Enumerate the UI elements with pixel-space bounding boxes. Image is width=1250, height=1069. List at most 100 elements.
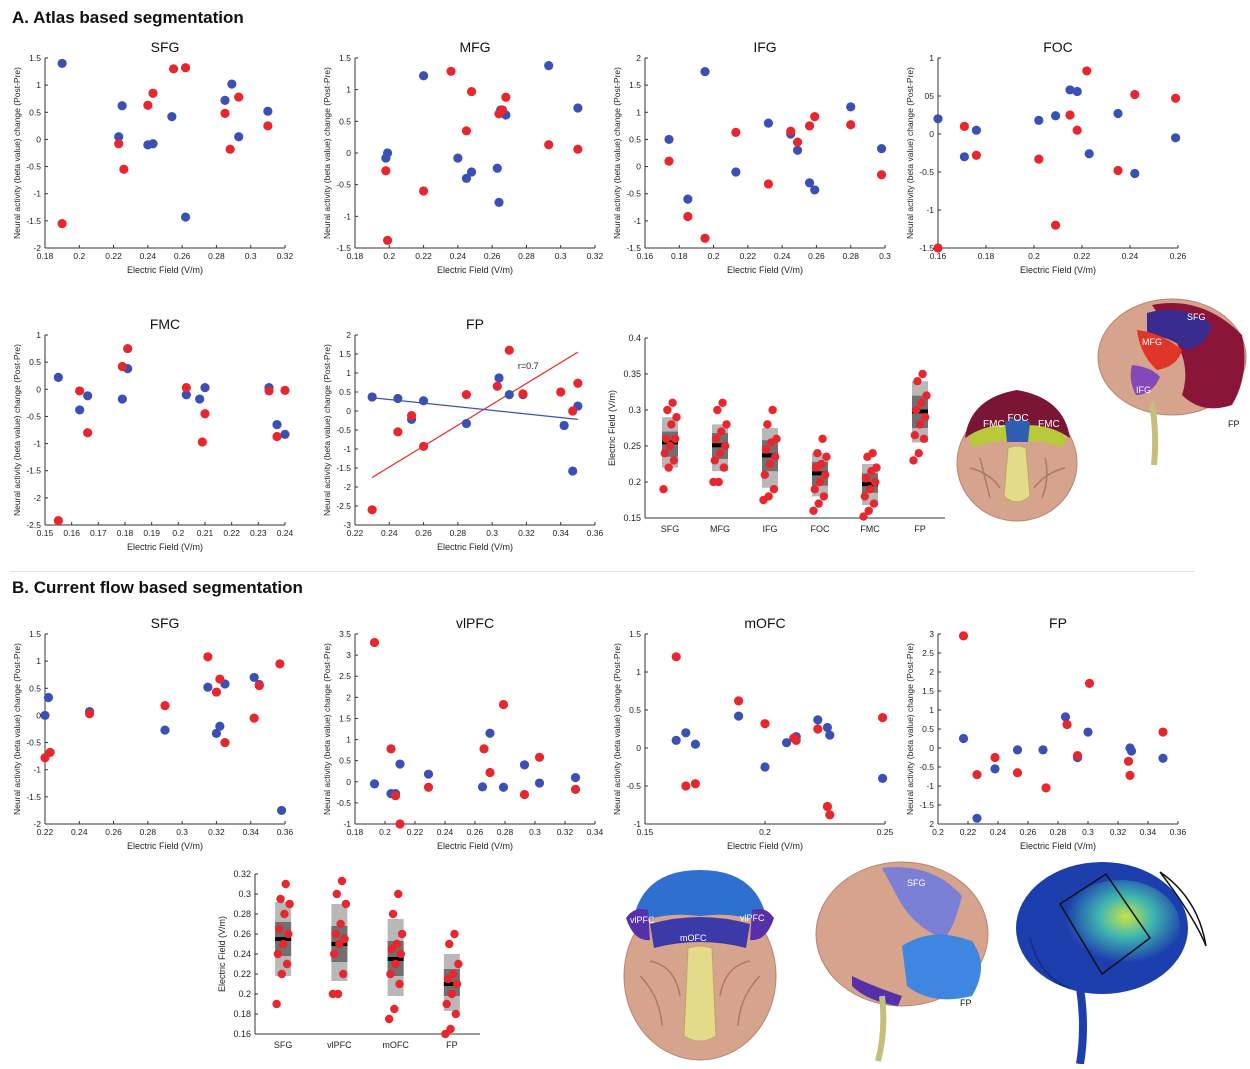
- chart-svg: SFG 0.22 0.24 0.26 0.28 0.3 0.32 0.34 0.36 -2 -1.5…: [12, 615, 294, 851]
- chart-svg: mOFC 0.15 0.2 0.25 -1 -0.5 0 0.5 1 1.5 Electric Fi…: [612, 615, 894, 851]
- data-point-red: [275, 659, 285, 669]
- x-tick-label: 0.24: [990, 827, 1007, 837]
- data-point-red: [249, 713, 259, 723]
- box-point: [667, 420, 676, 429]
- data-point-red: [573, 378, 583, 388]
- x-tick-label: 0.2: [708, 251, 720, 261]
- box-point: [913, 377, 922, 386]
- brain-b-bottom-view: vlPFC mOFC vlPFC: [620, 866, 780, 1067]
- box-point: [441, 1029, 450, 1039]
- section-a-title: A. Atlas based segmentation: [12, 8, 244, 27]
- data-point-red: [220, 108, 230, 118]
- data-point-blue: [117, 101, 127, 111]
- y-tick-label: 1.5: [29, 629, 41, 639]
- x-tick-label: 0.24: [140, 251, 157, 261]
- data-point-red: [568, 406, 578, 416]
- x-axis-label: Electric Field (V/m): [127, 542, 203, 552]
- data-point-red: [1082, 66, 1092, 76]
- y-tick-label: 1: [36, 330, 41, 340]
- data-point-red: [1012, 768, 1023, 778]
- x-tick-label: 0.28: [450, 528, 467, 538]
- y-tick-label: 2.5: [339, 671, 351, 681]
- data-point-blue: [167, 112, 177, 122]
- data-point-blue: [485, 728, 495, 738]
- y-tick-label: 0.15: [623, 513, 641, 523]
- x-tick-label: 0.2: [383, 251, 395, 261]
- scatter-a-ifg: IFG 0.16 0.18 0.2 0.22 0.24 0.26 0.28 0.3 -1.5 -1 -…: [600, 36, 895, 286]
- brain-a-label-sfg: SFG: [1187, 312, 1206, 322]
- y-tick-label: -0.5: [336, 180, 351, 190]
- box-point: [386, 969, 395, 979]
- data-point-red: [878, 713, 888, 723]
- data-point-blue: [681, 728, 691, 738]
- box-point: [917, 398, 926, 407]
- box-point: [280, 909, 289, 919]
- data-point-blue: [160, 725, 170, 735]
- data-point-blue: [181, 390, 191, 400]
- y-tick-label: -0.5: [336, 425, 351, 435]
- category-label: vlPFC: [327, 1040, 352, 1050]
- data-point-blue: [544, 61, 554, 71]
- x-tick-label: 0.26: [415, 528, 432, 538]
- scatter-a-sfg: SFG 0.18 0.2 0.22 0.24 0.26 0.28 0.3 0.32 -2 -1.5 -…: [0, 36, 295, 286]
- brain-a-label-fp: FP: [1228, 419, 1240, 429]
- y-tick-label: 3: [929, 629, 934, 639]
- y-tick-label: -1: [926, 205, 934, 215]
- data-point-red: [280, 385, 290, 395]
- x-tick-label: 0.16: [63, 528, 80, 538]
- y-tick-label: 0: [929, 129, 934, 139]
- box-point: [909, 456, 918, 465]
- y-axis-label: Neural activity (beta value) change (Pos…: [905, 643, 915, 815]
- data-point-blue: [876, 144, 887, 154]
- box-point: [661, 434, 671, 443]
- y-tick-label: 2: [929, 667, 934, 677]
- x-tick-label: 0.22: [223, 528, 240, 538]
- box-point: [910, 431, 919, 440]
- data-point-blue: [760, 762, 770, 772]
- x-tick-label: 0.34: [242, 827, 259, 837]
- x-tick-label: 0.28: [497, 827, 514, 837]
- data-point-blue: [519, 760, 530, 770]
- chart-title: MFG: [459, 39, 490, 55]
- data-point-red: [369, 637, 380, 648]
- data-point-red: [690, 779, 700, 789]
- box-point: [813, 449, 822, 458]
- y-tick-label: 0: [346, 406, 351, 416]
- data-point-blue: [200, 383, 210, 393]
- chart-svg: FP 0.22 0.24 0.26 0.28 0.3 0.32 0.34 0.36 -3 -2.5 -…: [322, 316, 604, 552]
- x-tick-label: 0.24: [71, 827, 88, 837]
- data-point-red: [519, 789, 530, 800]
- data-point-red: [791, 735, 801, 745]
- brain-b-label-mofc: mOFC: [680, 933, 707, 943]
- data-point-red: [804, 121, 815, 131]
- data-point-red: [254, 680, 264, 691]
- box-point: [671, 434, 680, 443]
- data-point-blue: [933, 114, 943, 124]
- box-point: [339, 969, 348, 979]
- data-point-blue: [494, 197, 504, 207]
- y-tick-label: 2: [346, 692, 351, 702]
- box-point: [819, 492, 829, 501]
- data-point-red: [504, 345, 514, 355]
- y-tick-label: 05: [925, 91, 935, 101]
- data-point-blue: [792, 145, 803, 155]
- x-tick-label: 0.34: [587, 827, 604, 837]
- data-point-blue: [423, 769, 434, 779]
- data-point-red: [84, 709, 95, 719]
- data-point-blue: [1083, 727, 1093, 737]
- data-point-red: [573, 144, 583, 154]
- x-axis-label: Electric Field (V/m): [437, 542, 513, 552]
- y-tick-label: -0.5: [336, 798, 351, 808]
- brain-a-label-ifg: IFG: [1136, 385, 1151, 395]
- x-axis-label: Electric Field (V/m): [127, 841, 203, 851]
- data-point-blue: [453, 153, 463, 163]
- x-tick-label: 0.24: [277, 528, 294, 538]
- y-tick-label: -2: [33, 819, 41, 829]
- data-point-red: [211, 687, 222, 697]
- box-point: [810, 485, 819, 494]
- box-point: [710, 456, 719, 465]
- x-tick-label: 0.24: [450, 251, 467, 261]
- data-point-blue: [1012, 745, 1023, 755]
- data-point-red: [1123, 756, 1134, 766]
- y-tick-label: 0: [636, 162, 641, 172]
